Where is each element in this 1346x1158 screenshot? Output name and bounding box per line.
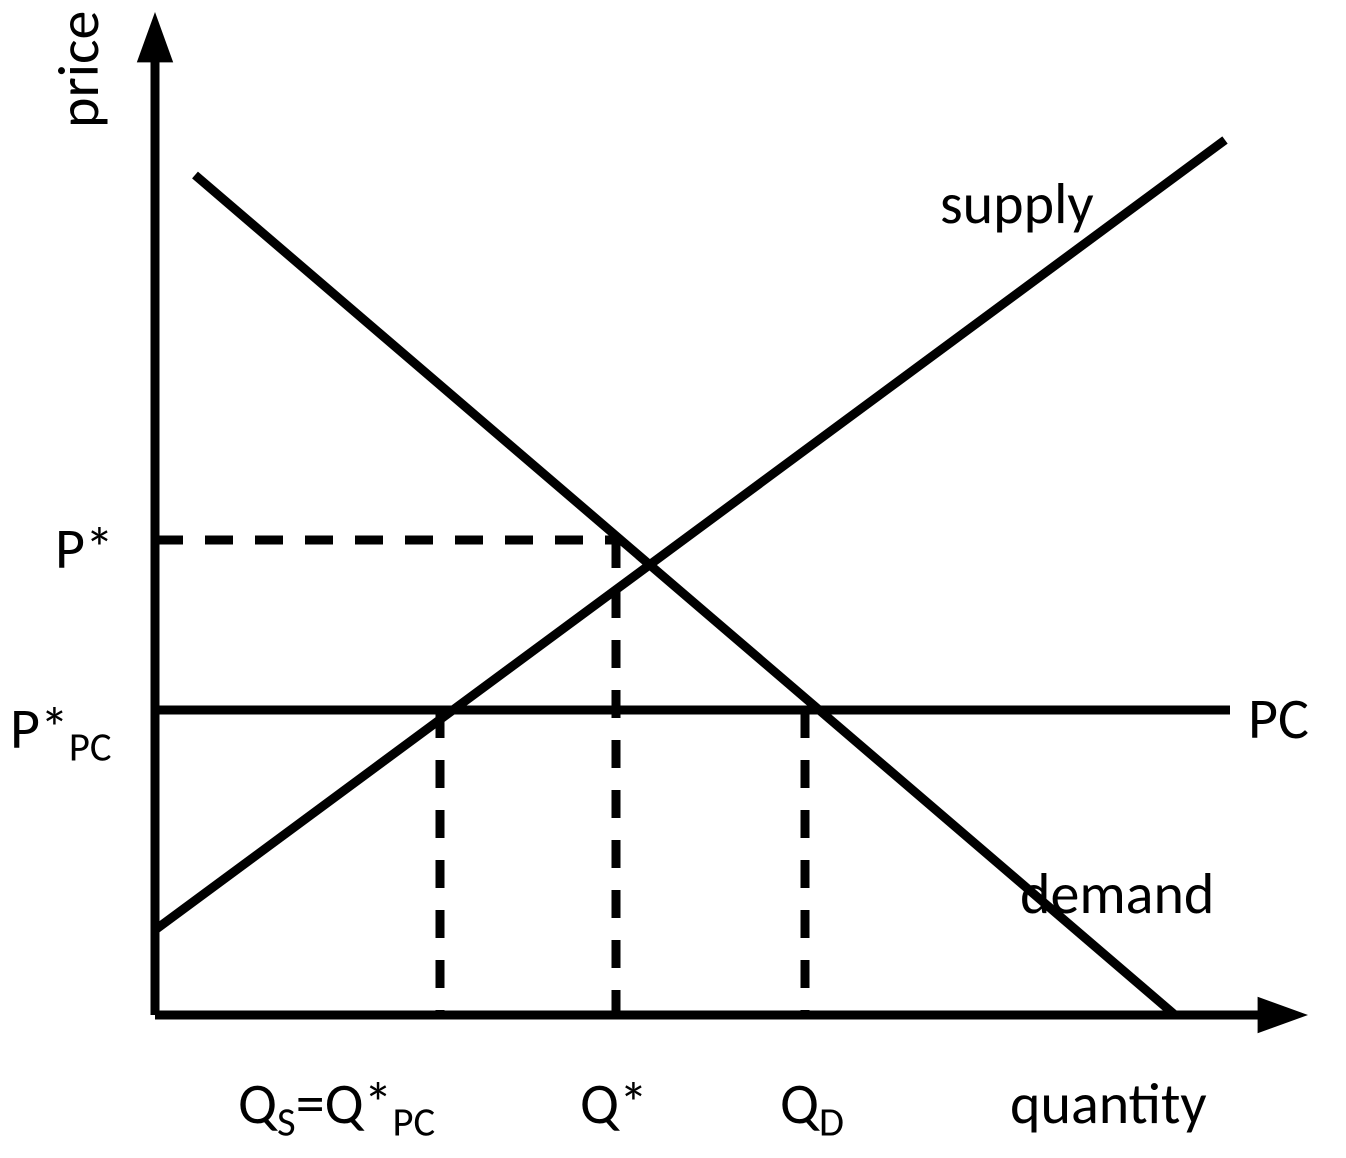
y-axis-arrow-icon [137, 12, 173, 62]
y-axis-label: price [50, 11, 108, 128]
q-star-label: Q* [580, 1075, 648, 1133]
supply-line-label: supply [940, 175, 1094, 233]
supply-demand-chart: price quantity supply demand PC P* Q* P*… [0, 0, 1346, 1158]
x-axis-arrow-icon [1258, 997, 1308, 1033]
x-axis-label: quantity [1010, 1075, 1207, 1133]
supply-line [155, 140, 1225, 930]
qd-label: QD [780, 1075, 844, 1142]
qs-label: QS=Q*PC [238, 1075, 435, 1142]
p-star-pc-label: P*PC [10, 700, 111, 767]
pc-line-label: PC [1248, 690, 1309, 748]
p-star-label: P* [55, 520, 114, 578]
chart-svg [0, 0, 1346, 1158]
demand-line-label: demand [1020, 865, 1214, 923]
